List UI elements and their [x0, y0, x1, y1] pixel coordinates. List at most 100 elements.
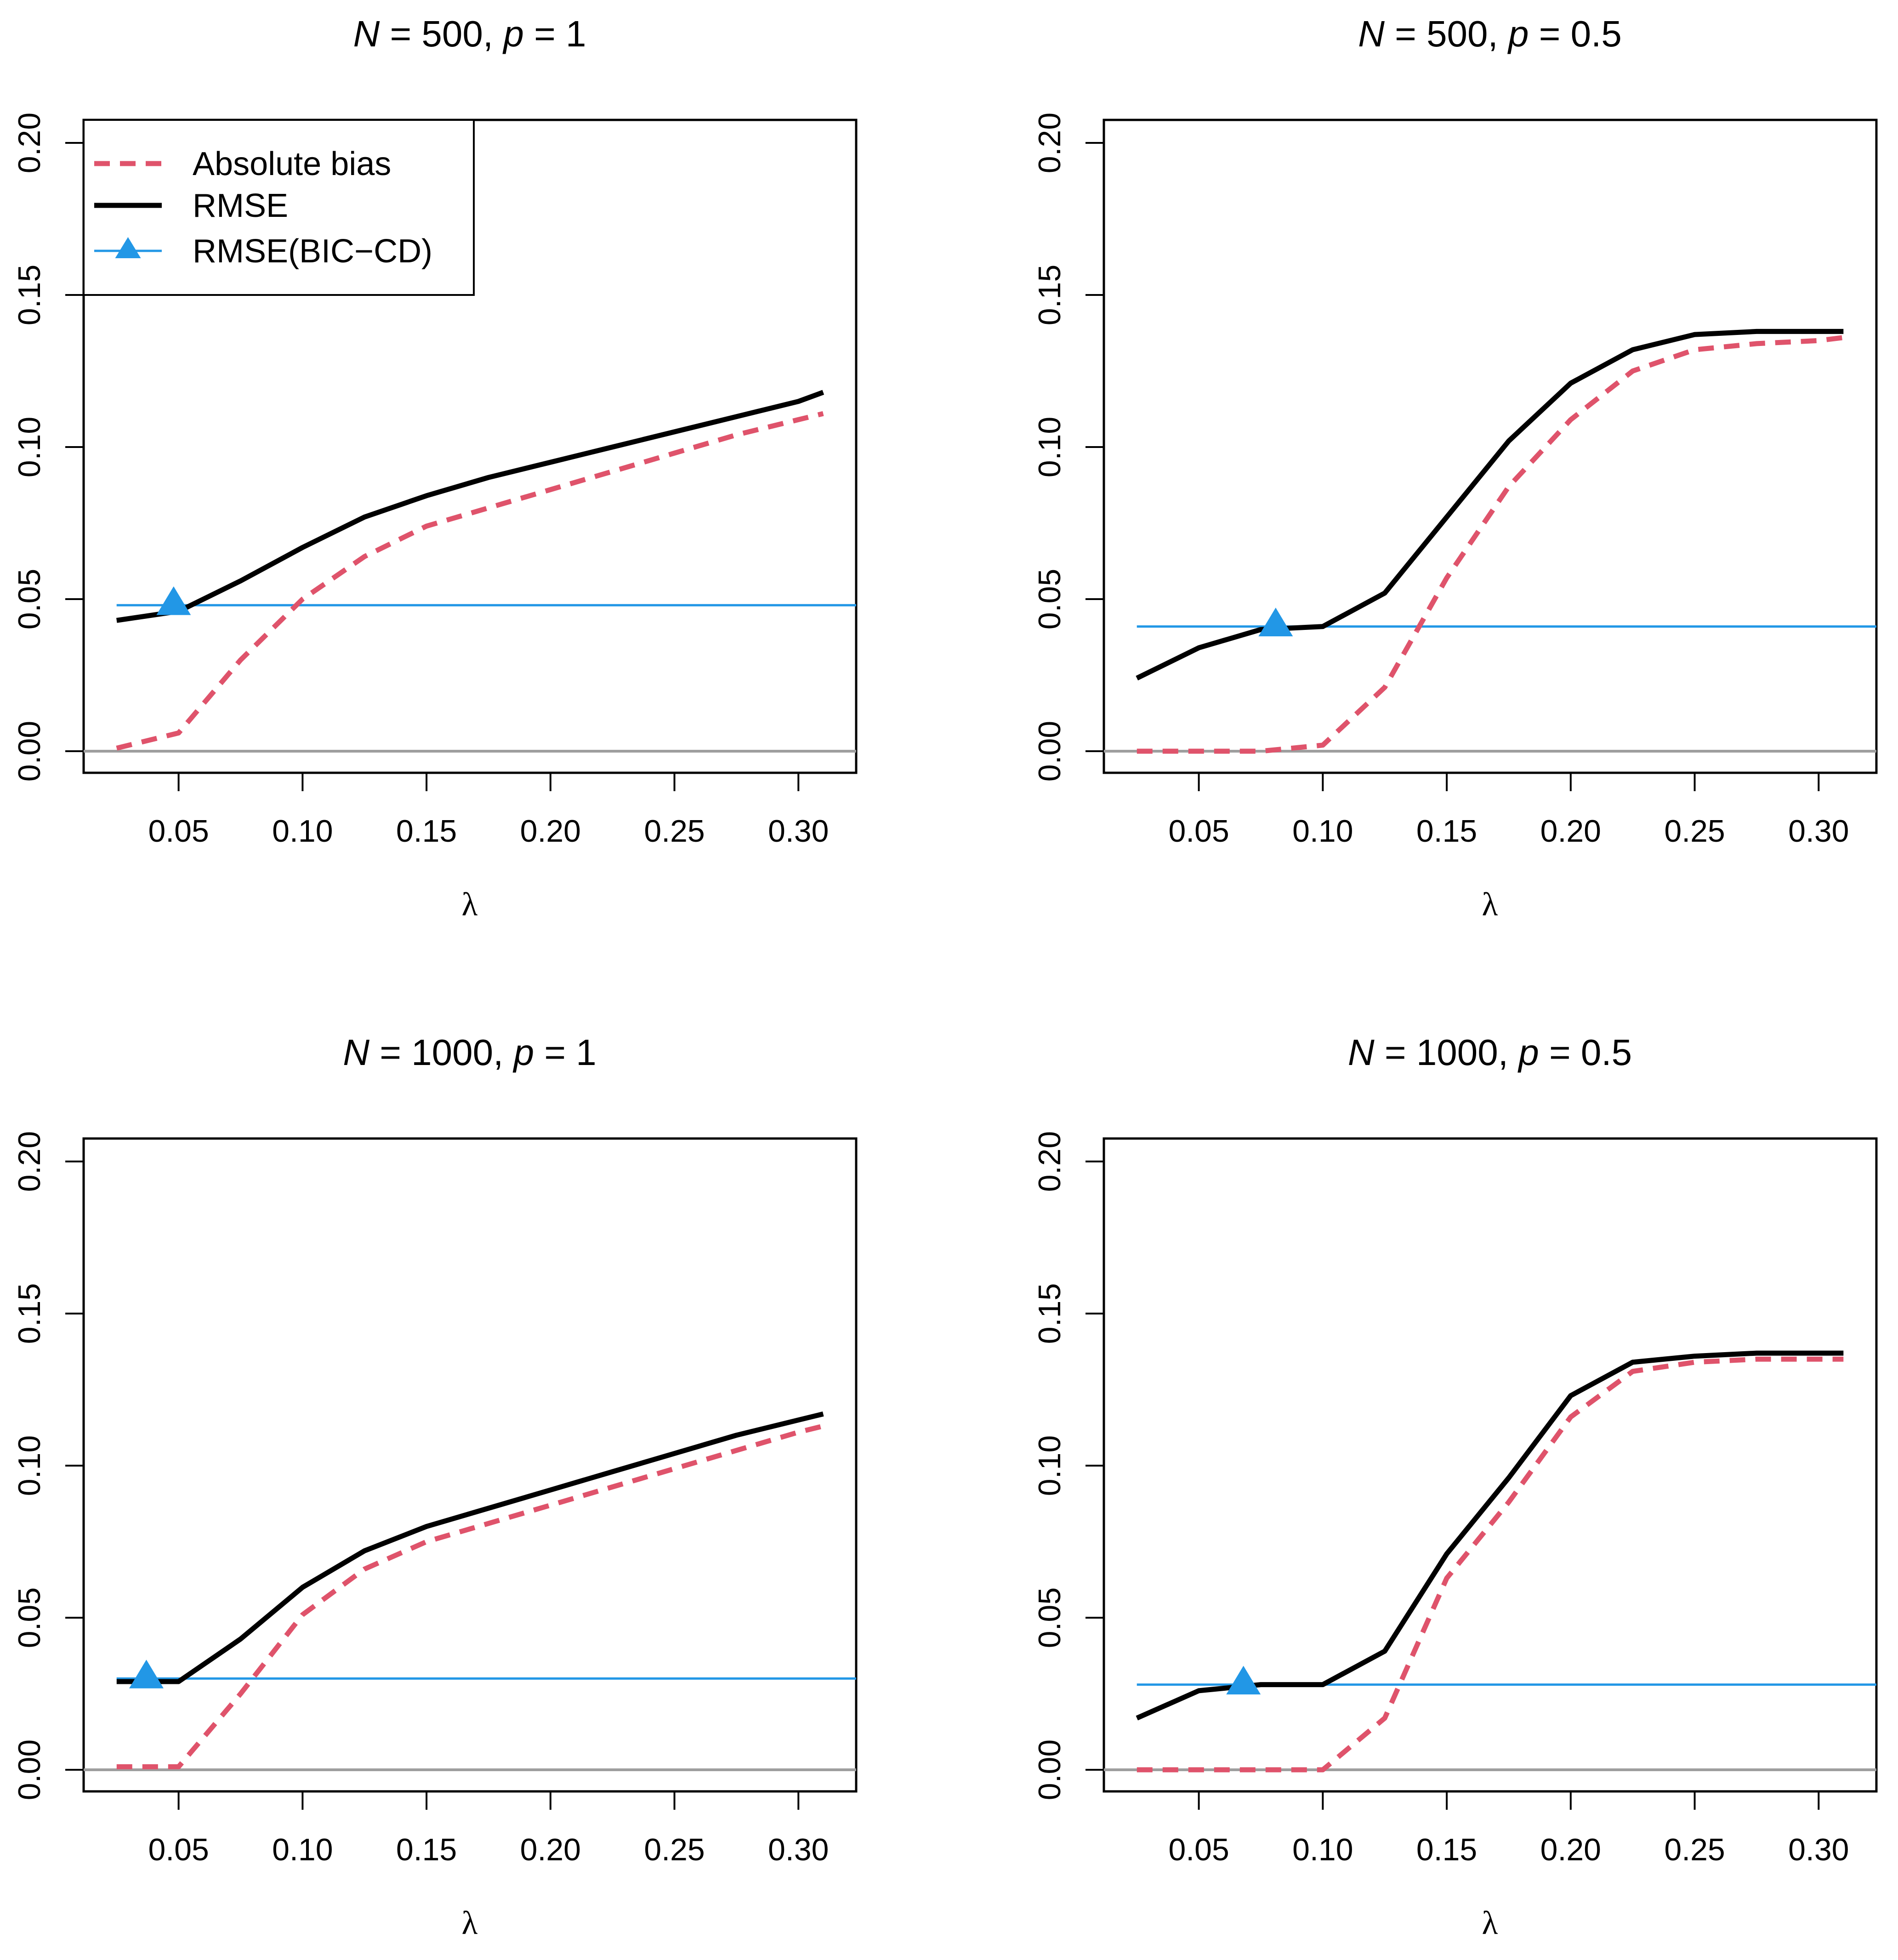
title-equals: =	[380, 13, 421, 54]
title-n-variable: N	[353, 13, 380, 54]
title-equals: =	[524, 13, 566, 54]
y-tick-label: 0.10	[12, 417, 47, 477]
panel-title: N = 1000, p = 0.5	[1348, 1032, 1632, 1073]
title-separator: ,	[493, 1032, 513, 1073]
y-tick-label: 0.20	[1032, 113, 1067, 173]
title-equals: =	[534, 1032, 576, 1073]
title-n-value: 1000	[1416, 1032, 1498, 1073]
x-tick-label: 0.30	[1788, 814, 1849, 849]
x-tick-label: 0.05	[1168, 1832, 1229, 1867]
y-tick-label: 0.15	[12, 265, 47, 325]
rmse-line	[1136, 1350, 1844, 1721]
y-tick-label: 0.10	[1032, 417, 1067, 477]
x-axis-label: λ	[1482, 886, 1498, 923]
title-p-variable: p	[1507, 13, 1529, 54]
x-axis-label: λ	[462, 886, 478, 923]
y-tick-label: 0.20	[12, 113, 47, 173]
x-tick-label: 0.15	[1416, 1832, 1477, 1867]
title-separator: ,	[483, 13, 503, 54]
title-p-variable: p	[502, 13, 524, 54]
panel-4: N = 1000, p = 0.5 0.05 0.10 0.15 0.20 0.25 0.3…	[1032, 1032, 1878, 1941]
y-tick-label: 0.05	[12, 1587, 47, 1648]
title-p-variable: p	[513, 1032, 534, 1073]
title-p-value: 1	[566, 13, 586, 54]
y-tick-label: 0.05	[12, 569, 47, 629]
y-tick-label: 0.15	[12, 1283, 47, 1344]
x-tick-label: 0.25	[644, 814, 705, 849]
y-tick-label: 0.15	[1032, 1283, 1067, 1344]
x-tick-label: 0.25	[1664, 814, 1725, 849]
x-tick-label: 0.20	[1540, 814, 1601, 849]
title-separator: ,	[1498, 1032, 1518, 1073]
title-p-variable: p	[1517, 1032, 1539, 1073]
panel-title: N = 500, p = 1	[353, 13, 586, 54]
rmse-line	[1136, 329, 1844, 681]
absolute-bias-line	[1137, 1356, 1844, 1773]
legend-label: RMSE(BIC−CD)	[193, 233, 432, 270]
absolute-bias-line	[116, 411, 824, 751]
x-axis-label: λ	[462, 1904, 478, 1941]
x-tick-label: 0.15	[1416, 814, 1477, 849]
title-separator: ,	[1488, 13, 1508, 54]
title-p-value: 1	[576, 1032, 597, 1073]
title-equals: =	[1385, 13, 1426, 54]
title-n-variable: N	[343, 1032, 369, 1073]
x-axis-label: λ	[1482, 1904, 1498, 1941]
x-tick-label: 0.05	[148, 814, 209, 849]
rmse-bic-cd-marker	[156, 586, 191, 615]
y-tick-label: 0.00	[12, 1739, 47, 1800]
title-equals: =	[1539, 1032, 1581, 1073]
title-p-value: 0.5	[1571, 13, 1622, 54]
absolute-bias-line	[1137, 335, 1844, 754]
panel-title: N = 1000, p = 1	[343, 1032, 597, 1073]
x-tick-label: 0.20	[520, 1832, 581, 1867]
x-tick-label: 0.05	[1168, 814, 1229, 849]
y-tick-label: 0.10	[12, 1435, 47, 1496]
y-tick-label: 0.00	[12, 721, 47, 782]
x-tick-label: 0.20	[520, 814, 581, 849]
absolute-bias-line	[116, 1423, 824, 1769]
x-tick-label: 0.10	[272, 1832, 333, 1867]
panel-1: N = 500, p = 1 0.05 0.10 0.15 0.20 0.25 0.30 0.…	[12, 13, 858, 923]
title-n-variable: N	[1348, 1032, 1375, 1073]
y-tick-label: 0.15	[1032, 265, 1067, 325]
x-tick-label: 0.30	[768, 814, 829, 849]
y-tick-label: 0.00	[1032, 721, 1067, 782]
x-tick-label: 0.30	[768, 1832, 829, 1867]
panel-title: N = 500, p = 0.5	[1358, 13, 1622, 54]
title-n-variable: N	[1358, 13, 1385, 54]
x-tick-label: 0.25	[1664, 1832, 1725, 1867]
y-tick-label: 0.05	[1032, 1587, 1067, 1648]
x-tick-label: 0.05	[148, 1832, 209, 1867]
legend-triangle-icon	[115, 237, 141, 258]
x-tick-label: 0.10	[1292, 814, 1353, 849]
y-tick-label: 0.20	[12, 1131, 47, 1192]
y-tick-label: 0.05	[1032, 569, 1067, 629]
title-equals: =	[1529, 13, 1571, 54]
legend: Absolute bias RMSE RMSE(BIC−CD)	[83, 119, 475, 296]
title-n-value: 500	[1426, 13, 1488, 54]
y-tick-label: 0.10	[1032, 1435, 1067, 1496]
title-n-value: 1000	[411, 1032, 493, 1073]
plot-frame	[1102, 119, 1878, 774]
plot-frame	[82, 1137, 858, 1793]
y-tick-label: 0.20	[1032, 1131, 1067, 1192]
rmse-bic-cd-marker	[129, 1660, 164, 1688]
rmse-line	[116, 390, 824, 623]
rmse-line	[116, 1411, 824, 1684]
x-tick-label: 0.10	[1292, 1832, 1353, 1867]
rmse-bic-cd-marker	[1258, 607, 1293, 636]
panel-3: N = 1000, p = 1 0.05 0.10 0.15 0.20 0.25 0.30 0…	[12, 1032, 858, 1941]
x-tick-label: 0.20	[1540, 1832, 1601, 1867]
x-tick-label: 0.25	[644, 1832, 705, 1867]
title-equals: =	[1375, 1032, 1416, 1073]
legend-label: Absolute bias	[193, 146, 391, 182]
x-tick-label: 0.15	[396, 1832, 457, 1867]
plot-frame	[1102, 1137, 1878, 1793]
rmse-bic-cd-marker	[1226, 1665, 1261, 1695]
title-n-value: 500	[421, 13, 483, 54]
x-tick-label: 0.30	[1788, 1832, 1849, 1867]
title-p-value: 0.5	[1581, 1032, 1632, 1073]
y-tick-label: 0.00	[1032, 1739, 1067, 1800]
